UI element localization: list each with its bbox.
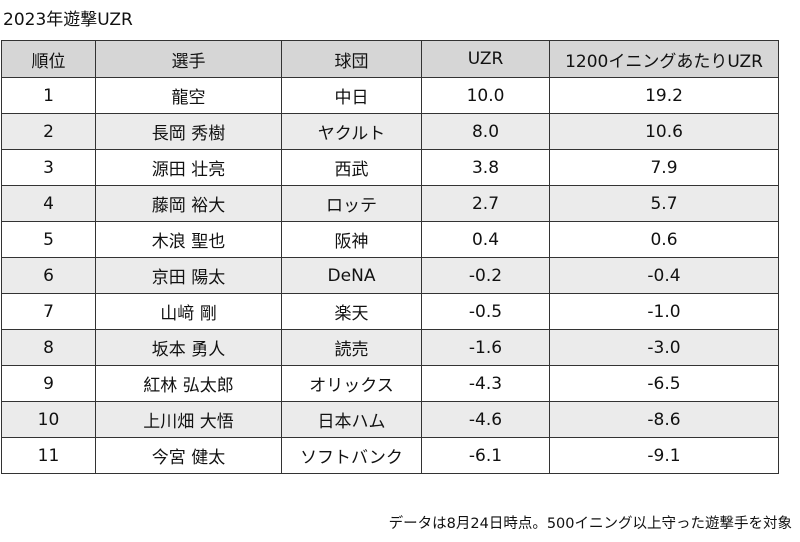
cell-team: ヤクルト <box>281 113 422 150</box>
cell-player: 木浪 聖也 <box>95 221 282 258</box>
cell-player: 上川畑 大悟 <box>95 401 282 438</box>
cell-uzr: -0.2 <box>421 257 550 294</box>
cell-rank: 6 <box>1 257 96 294</box>
cell-team: 日本ハム <box>281 401 422 438</box>
table-row: 8 坂本 勇人 読売 -1.6 -3.0 <box>1 329 779 366</box>
table-row: 6 京田 陽太 DeNA -0.2 -0.4 <box>1 257 779 294</box>
cell-rank: 1 <box>1 77 96 114</box>
cell-uzr-per-1200: -9.1 <box>549 437 779 474</box>
cell-team: ロッテ <box>281 185 422 222</box>
header-player: 選手 <box>95 40 282 78</box>
header-team: 球団 <box>281 40 422 78</box>
table-body: 1 龍空 中日 10.0 19.2 2 長岡 秀樹 ヤクルト 8.0 10.6 3 源田 壮亮 西武 3.… <box>1 77 779 474</box>
cell-uzr: -4.3 <box>421 365 550 402</box>
table-row: 1 龍空 中日 10.0 19.2 <box>1 77 779 114</box>
table-row: 7 山﨑 剛楽天 -0.5 -1.0 <box>1 293 779 330</box>
cell-rank: 11 <box>1 437 96 474</box>
cell-uzr-per-1200: 19.2 <box>549 77 779 114</box>
cell-uzr: -1.6 <box>421 329 550 366</box>
cell-rank: 7 <box>1 293 96 330</box>
cell-player: 源田 壮亮 <box>95 149 282 186</box>
cell-uzr: 8.0 <box>421 113 550 150</box>
cell-uzr-per-1200: -8.6 <box>549 401 779 438</box>
page-title: 2023年遊撃UZR <box>3 10 133 30</box>
cell-player: 長岡 秀樹 <box>95 113 282 150</box>
table-row: 11 今宮 健太 ソフトバンク -6.1 -9.1 <box>1 437 779 474</box>
cell-team: オリックス <box>281 365 422 402</box>
cell-uzr-per-1200: 10.6 <box>549 113 779 150</box>
cell-rank: 8 <box>1 329 96 366</box>
cell-uzr: 0.4 <box>421 221 550 258</box>
header-uzr: UZR <box>421 40 550 78</box>
cell-uzr-per-1200: -3.0 <box>549 329 779 366</box>
cell-uzr-per-1200: 0.6 <box>549 221 779 258</box>
cell-uzr: 10.0 <box>421 77 550 114</box>
cell-rank: 5 <box>1 221 96 258</box>
uzr-table: 順位 選手 球団 UZR 1200イニングあたりUZR 1 龍空 中日 10.0 19.… <box>1 40 779 474</box>
cell-team: ソフトバンク <box>281 437 422 474</box>
table-row: 9 紅林 弘太郎 オリックス -4.3 -6.5 <box>1 365 779 402</box>
cell-player: 紅林 弘太郎 <box>95 365 282 402</box>
cell-uzr-per-1200: -0.4 <box>549 257 779 294</box>
cell-player: 山﨑 剛 <box>95 293 282 330</box>
table-row: 3 源田 壮亮 西武 3.8 7.9 <box>1 149 779 186</box>
cell-uzr: -6.1 <box>421 437 550 474</box>
table-header-row: 順位 選手 球団 UZR 1200イニングあたりUZR <box>1 40 779 78</box>
header-rank: 順位 <box>1 40 96 78</box>
cell-uzr: 3.8 <box>421 149 550 186</box>
cell-rank: 9 <box>1 365 96 402</box>
cell-rank: 4 <box>1 185 96 222</box>
cell-rank: 10 <box>1 401 96 438</box>
cell-player: 藤岡 裕大 <box>95 185 282 222</box>
cell-team: 読売 <box>281 329 422 366</box>
cell-uzr-per-1200: -1.0 <box>549 293 779 330</box>
cell-team: 阪神 <box>281 221 422 258</box>
cell-player: 京田 陽太 <box>95 257 282 294</box>
cell-rank: 3 <box>1 149 96 186</box>
cell-uzr: -0.5 <box>421 293 550 330</box>
cell-uzr-per-1200: 7.9 <box>549 149 779 186</box>
cell-team: 西武 <box>281 149 422 186</box>
cell-uzr: 2.7 <box>421 185 550 222</box>
cell-team: 楽天 <box>281 293 422 330</box>
table-row: 4 藤岡 裕大 ロッテ 2.7 5.7 <box>1 185 779 222</box>
table-row: 2 長岡 秀樹 ヤクルト 8.0 10.6 <box>1 113 779 150</box>
cell-uzr: -4.6 <box>421 401 550 438</box>
footnote: データは8月24日時点。500イニング以上守った遊撃手を対象 <box>388 516 792 532</box>
table-row: 5 木浪 聖也 阪神 0.4 0.6 <box>1 221 779 258</box>
table-row: 10 上川畑 大悟 日本ハム -4.6 -8.6 <box>1 401 779 438</box>
cell-uzr-per-1200: 5.7 <box>549 185 779 222</box>
cell-uzr-per-1200: -6.5 <box>549 365 779 402</box>
cell-player: 今宮 健太 <box>95 437 282 474</box>
cell-team: 中日 <box>281 77 422 114</box>
cell-team: DeNA <box>281 257 422 294</box>
cell-rank: 2 <box>1 113 96 150</box>
cell-player: 龍空 <box>95 77 282 114</box>
header-uzr-per-1200: 1200イニングあたりUZR <box>549 40 779 78</box>
cell-player: 坂本 勇人 <box>95 329 282 366</box>
